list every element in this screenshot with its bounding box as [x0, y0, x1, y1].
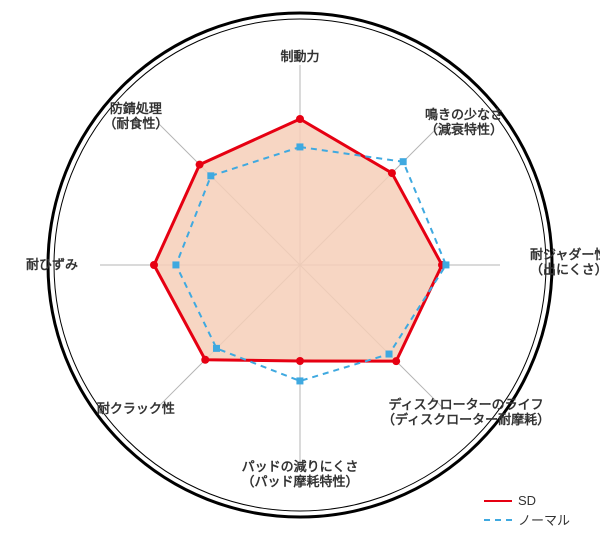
legend-item-sd: SD — [484, 493, 570, 508]
svg-text:耐ジャダー性（出にくさ）: 耐ジャダー性（出にくさ） — [530, 247, 600, 277]
legend-label-normal: ノーマル — [518, 510, 570, 529]
svg-text:耐クラック性: 耐クラック性 — [97, 401, 175, 416]
svg-text:制動力: 制動力 — [280, 49, 319, 64]
legend: SD ノーマル — [484, 491, 570, 529]
legend-swatch-sd — [484, 500, 512, 502]
svg-text:防錆処理（耐食性）: 防錆処理（耐食性） — [103, 101, 168, 131]
legend-item-normal: ノーマル — [484, 510, 570, 529]
radar-chart: 制動力鳴きの少なさ（減衰特性） 耐ジャダー性（出にくさ） ディスクローターのライフ（… — [0, 0, 600, 549]
svg-text:耐ひずみ: 耐ひずみ — [26, 257, 78, 272]
legend-label-sd: SD — [518, 493, 536, 508]
svg-text:ディスクローターのライフ（ディスクローター耐摩耗）: ディスクローターのライフ（ディスクローター耐摩耗） — [382, 397, 550, 427]
radar-chart-container: 制動力鳴きの少なさ（減衰特性） 耐ジャダー性（出にくさ） ディスクローターのライフ（… — [0, 0, 600, 549]
legend-swatch-normal — [484, 519, 512, 521]
svg-text:鳴きの少なさ（減衰特性）: 鳴きの少なさ（減衰特性） — [425, 107, 503, 137]
svg-text:パッドの減りにくさ（パッド摩耗特性）: パッドの減りにくさ（パッド摩耗特性） — [241, 459, 358, 489]
